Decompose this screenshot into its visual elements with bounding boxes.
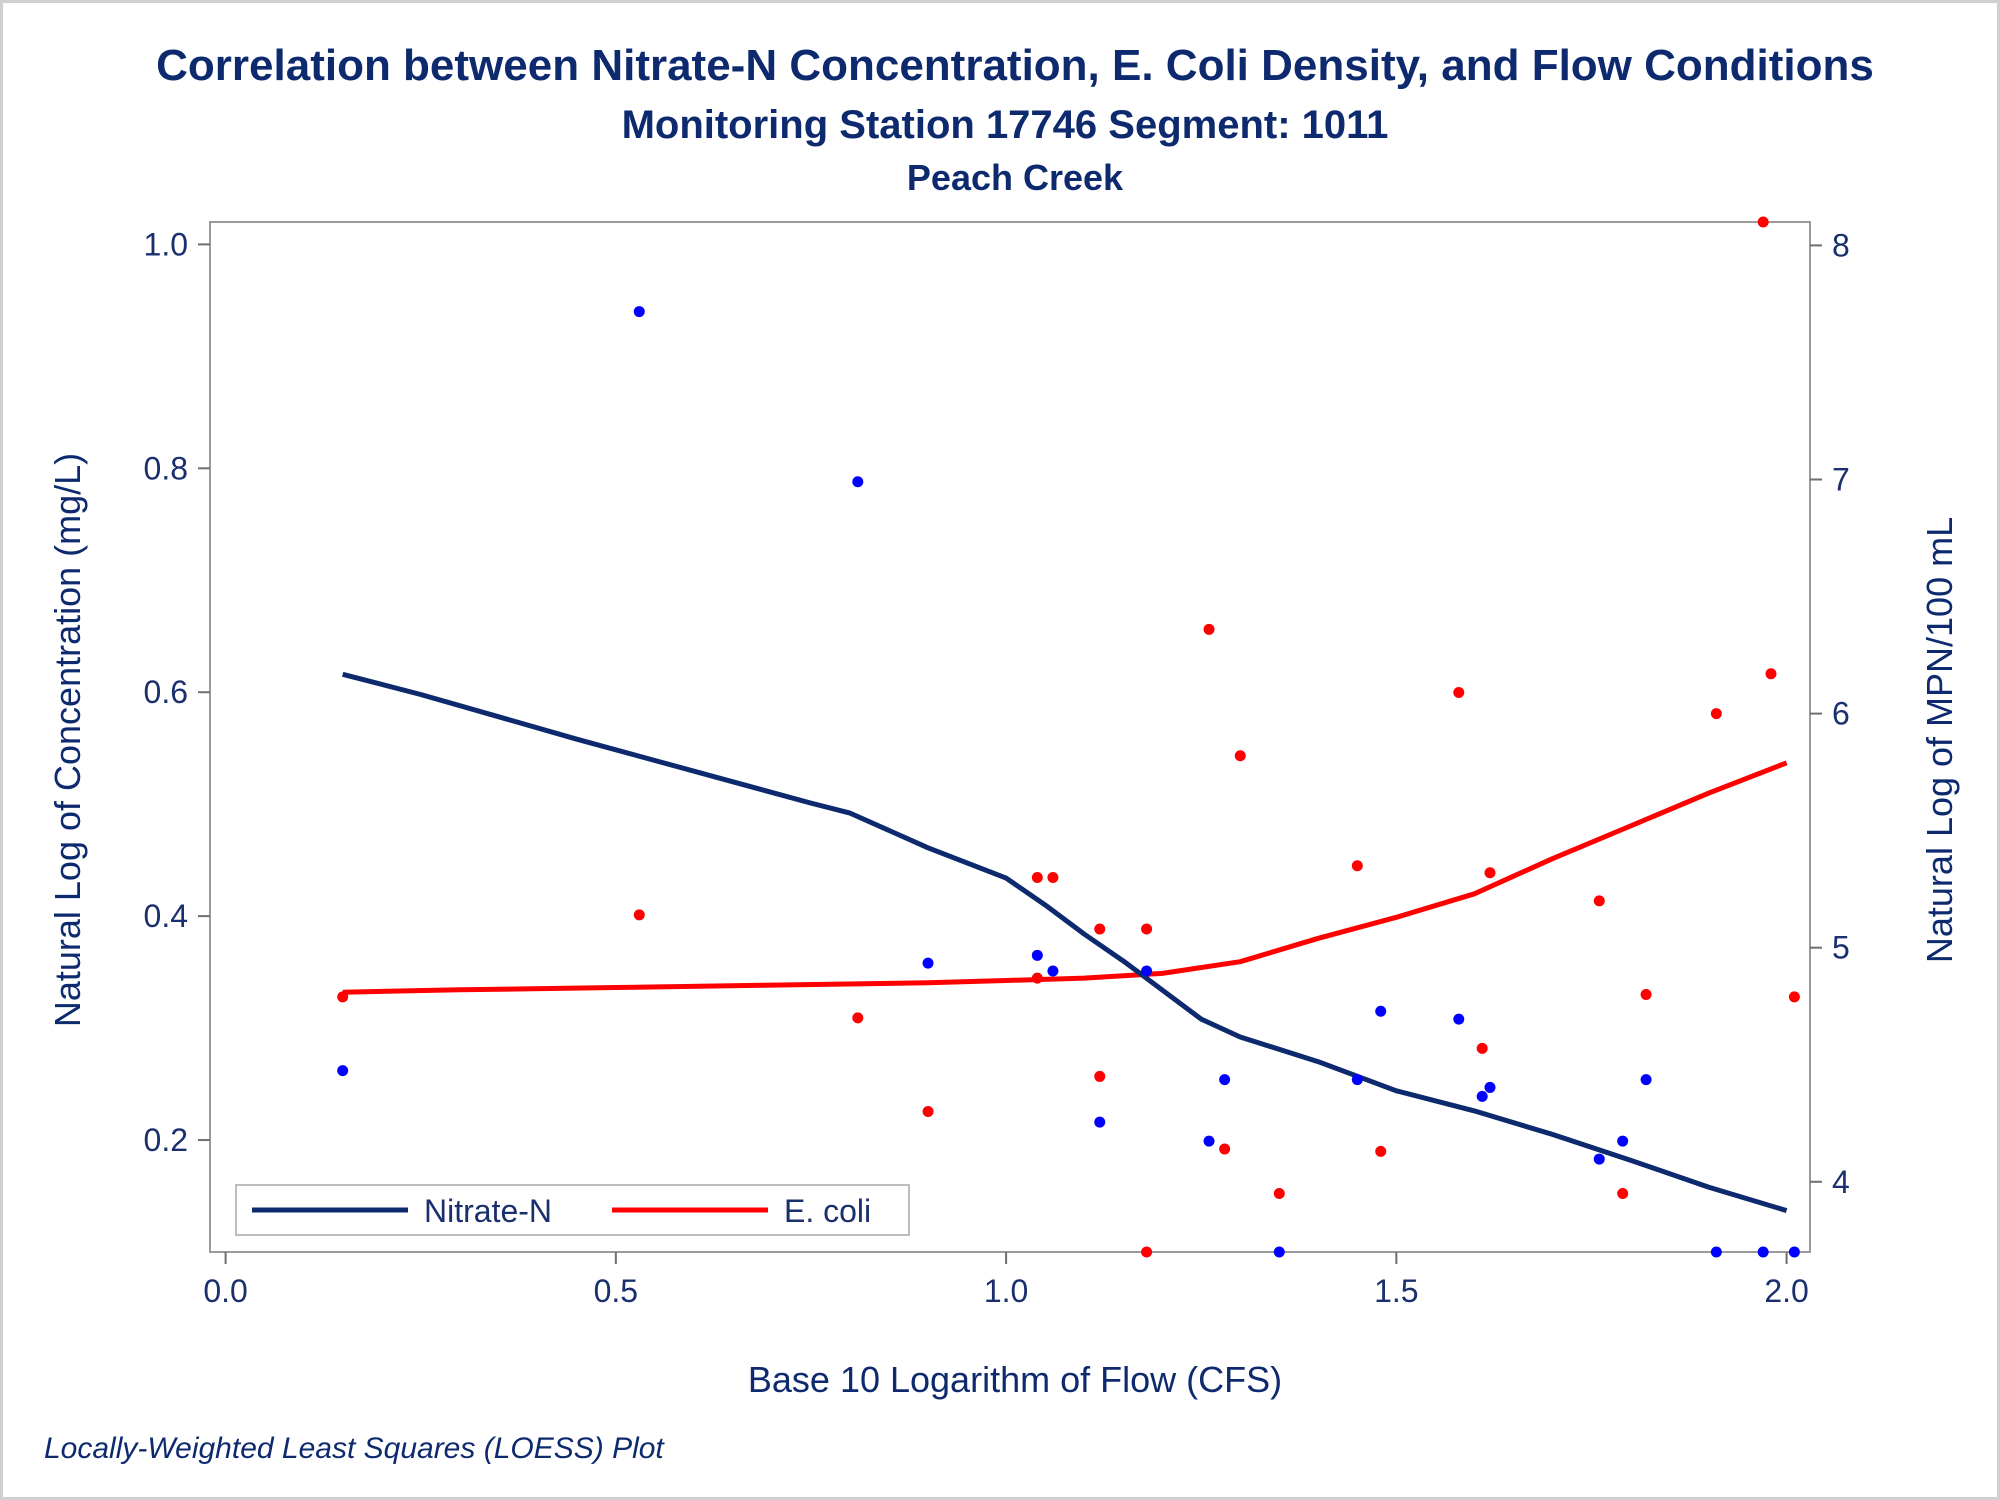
legend-label-ecoli: E. coli bbox=[784, 1193, 871, 1229]
y-left-tick-label: 0.4 bbox=[144, 898, 188, 934]
y-left-tick-label: 0.2 bbox=[144, 1122, 188, 1158]
nitrate-point bbox=[1788, 1246, 1800, 1258]
y-axis-right-label: Natural Log of MPN/100 mL bbox=[1919, 517, 1960, 963]
ecoli-point bbox=[1765, 668, 1777, 680]
y-left-tick-label: 1.0 bbox=[144, 226, 188, 262]
ecoli-point bbox=[1273, 1187, 1285, 1199]
ecoli-point bbox=[1031, 972, 1043, 984]
nitrate-point bbox=[1453, 1013, 1465, 1025]
ecoli-point bbox=[852, 1012, 864, 1024]
ecoli-point bbox=[1788, 991, 1800, 1003]
nitrate-point bbox=[1273, 1246, 1285, 1258]
ecoli-point bbox=[1484, 867, 1496, 879]
ecoli-point bbox=[1031, 871, 1043, 883]
chart-title: Correlation between Nitrate-N Concentrat… bbox=[156, 41, 1874, 90]
y-right-tick-label: 8 bbox=[1832, 227, 1850, 263]
ecoli-point bbox=[1640, 989, 1652, 1000]
ecoli-point bbox=[1141, 1246, 1153, 1258]
y-axis-left-label: Natural Log of Concentration (mg/L) bbox=[47, 453, 88, 1027]
x-tick-label: 0.5 bbox=[594, 1273, 638, 1309]
y-left-tick-label: 0.8 bbox=[144, 450, 188, 486]
ecoli-point bbox=[1203, 623, 1215, 635]
x-tick-label: 2.0 bbox=[1764, 1273, 1808, 1309]
nitrate-point bbox=[1757, 1246, 1769, 1258]
ecoli-point bbox=[1351, 860, 1363, 872]
nitrate-point bbox=[1375, 1005, 1387, 1017]
nitrate-point bbox=[337, 1065, 349, 1077]
nitrate-point bbox=[1351, 1074, 1363, 1086]
loess-line-ecoli bbox=[342, 760, 1788, 995]
loess-lines bbox=[342, 671, 1788, 1213]
ecoli-point bbox=[1476, 1042, 1488, 1054]
ecoli-point bbox=[1234, 750, 1246, 762]
ecoli-point bbox=[1757, 216, 1769, 228]
plot-area bbox=[209, 221, 1811, 1253]
nitrate-point bbox=[1617, 1135, 1629, 1147]
x-axis-label: Base 10 Logarithm of Flow (CFS) bbox=[748, 1359, 1282, 1400]
ecoli-point bbox=[1375, 1145, 1387, 1157]
y-right-tick-label: 7 bbox=[1832, 462, 1850, 498]
ecoli-point bbox=[1617, 1187, 1629, 1199]
loess-line-nitrate bbox=[342, 671, 1788, 1213]
scatter-points bbox=[337, 216, 1800, 1258]
y-left-tick-label: 0.6 bbox=[144, 674, 188, 710]
nitrate-point bbox=[1219, 1074, 1231, 1086]
nitrate-point bbox=[1047, 965, 1059, 977]
x-tick-label: 0.0 bbox=[203, 1273, 247, 1309]
nitrate-point bbox=[1476, 1090, 1488, 1102]
chart-subtitle: Monitoring Station 17746 Segment: 1011 bbox=[622, 103, 1389, 147]
nitrate-point bbox=[1710, 1246, 1722, 1258]
nitrate-point bbox=[1031, 949, 1043, 961]
x-axis: 0.0 0.5 1.0 1.5 2.0 bbox=[203, 1252, 1809, 1309]
x-tick-label: 1.5 bbox=[1374, 1273, 1418, 1309]
ecoli-point bbox=[1094, 1070, 1106, 1082]
nitrate-point bbox=[1141, 965, 1153, 977]
nitrate-point bbox=[1640, 1074, 1652, 1086]
ecoli-point bbox=[1710, 708, 1722, 720]
y-right-tick-label: 5 bbox=[1832, 930, 1850, 966]
ecoli-point bbox=[633, 909, 645, 921]
legend-label-nitrate: Nitrate-N bbox=[424, 1193, 552, 1229]
ecoli-point bbox=[1094, 923, 1106, 935]
ecoli-point bbox=[1141, 923, 1153, 935]
y-axis-left: 0.2 0.4 0.6 0.8 1.0 bbox=[144, 226, 210, 1158]
nitrate-point bbox=[922, 957, 934, 969]
y-right-tick-label: 4 bbox=[1832, 1164, 1850, 1200]
y-right-tick-label: 6 bbox=[1832, 696, 1850, 732]
ecoli-point bbox=[1047, 871, 1059, 883]
nitrate-point bbox=[1593, 1153, 1605, 1165]
ecoli-point bbox=[1593, 895, 1605, 907]
nitrate-point bbox=[852, 476, 864, 488]
x-tick-label: 1.0 bbox=[984, 1273, 1028, 1309]
nitrate-point bbox=[1094, 1116, 1106, 1128]
ecoli-point bbox=[337, 991, 349, 1003]
y-axis-right: 4 5 6 7 8 bbox=[1810, 227, 1850, 1200]
footnote: Locally-Weighted Least Squares (LOESS) P… bbox=[44, 1432, 665, 1465]
nitrate-point bbox=[1484, 1081, 1496, 1093]
ecoli-point bbox=[922, 1106, 934, 1118]
nitrate-point bbox=[633, 306, 645, 318]
chart-subtitle-location: Peach Creek bbox=[907, 157, 1124, 198]
nitrate-point bbox=[1203, 1135, 1215, 1147]
legend: Nitrate-N E. coli bbox=[235, 1184, 910, 1236]
ecoli-point bbox=[1219, 1143, 1231, 1155]
ecoli-point bbox=[1453, 687, 1465, 699]
